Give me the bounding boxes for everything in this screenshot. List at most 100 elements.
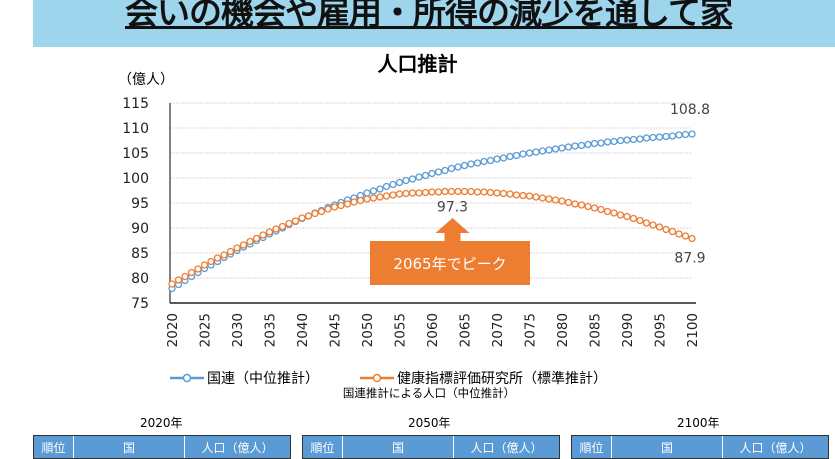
data-point	[428, 169, 436, 178]
header-rank: 順位	[572, 436, 612, 458]
data-point	[473, 188, 482, 196]
data-point	[363, 195, 371, 203]
legend-marker-orange-icon	[360, 373, 394, 383]
chart-title: 人口推計	[377, 52, 458, 76]
data-point	[460, 187, 469, 196]
x-tick-label: 2055	[393, 313, 409, 347]
data-point	[454, 187, 462, 196]
end-label-un: 108.8	[670, 102, 710, 118]
header-country: 国	[612, 436, 723, 458]
data-point	[590, 204, 599, 212]
data-point	[363, 189, 371, 197]
legend-label: 国連（中位推計）	[207, 371, 319, 387]
legend-label: 健康指標評価研究所（標準推計）	[397, 371, 607, 387]
data-point	[389, 180, 397, 189]
data-point	[298, 214, 306, 222]
data-point	[304, 212, 313, 220]
data-point	[564, 198, 573, 207]
data-point	[246, 237, 254, 246]
data-point	[350, 198, 358, 206]
data-point	[434, 188, 443, 196]
data-point	[623, 212, 631, 221]
data-point	[506, 190, 514, 198]
data-point	[519, 191, 527, 200]
x-tick-label: 2040	[295, 313, 311, 347]
x-tick-label: 2090	[620, 313, 636, 347]
x-tick-label: 2045	[328, 313, 344, 347]
data-point	[369, 194, 378, 202]
data-point	[558, 197, 566, 205]
header-rank: 順位	[303, 436, 343, 458]
data-point	[415, 189, 423, 197]
data-point	[499, 154, 508, 162]
data-point	[551, 145, 560, 153]
data-point	[538, 194, 547, 202]
data-point	[415, 173, 423, 181]
data-point	[447, 187, 456, 196]
table-year: 2100年	[677, 416, 720, 430]
data-point	[181, 272, 189, 281]
data-point	[506, 152, 514, 161]
data-point	[636, 216, 644, 225]
data-point	[213, 254, 222, 262]
data-point	[519, 150, 527, 158]
table-year: 2020年	[140, 416, 183, 430]
data-point	[629, 214, 638, 223]
y-tick-label: 80	[131, 271, 149, 287]
header-banner: 会いの機会や雇用・所得の減少を通して家	[33, 0, 835, 47]
data-point	[486, 156, 495, 165]
data-point	[395, 178, 404, 187]
y-tick-label: 90	[131, 221, 149, 237]
data-point	[421, 188, 430, 197]
data-point	[395, 190, 404, 198]
data-point	[441, 166, 449, 175]
table-year: 2050年	[408, 416, 451, 430]
data-point	[402, 189, 410, 198]
x-tick-label: 2060	[425, 313, 441, 347]
data-point	[480, 188, 488, 196]
data-point	[402, 176, 410, 185]
data-point	[551, 196, 560, 204]
x-tick-label: 2100	[685, 313, 701, 347]
data-point	[220, 251, 228, 259]
data-point	[311, 209, 319, 218]
data-point	[525, 149, 534, 157]
data-point	[558, 144, 566, 152]
data-point	[486, 188, 495, 197]
data-point	[226, 247, 235, 256]
data-point	[584, 202, 592, 211]
data-point	[239, 241, 248, 249]
data-point	[382, 192, 391, 200]
data-point	[272, 225, 280, 233]
data-point	[441, 187, 449, 196]
data-point	[343, 200, 352, 208]
data-point	[447, 164, 456, 173]
data-point	[473, 159, 482, 167]
data-point	[369, 187, 378, 195]
data-point	[376, 193, 384, 201]
arrow-up-icon	[435, 218, 470, 241]
data-point	[616, 136, 625, 145]
data-point	[681, 232, 690, 240]
data-point	[655, 223, 664, 231]
data-point	[278, 222, 287, 231]
data-point	[571, 200, 579, 208]
data-point	[610, 209, 618, 217]
data-point	[610, 137, 618, 146]
data-point	[681, 130, 690, 139]
data-point	[291, 217, 300, 225]
data-point	[577, 141, 586, 150]
table-2100-header: 順位 国 人口（億人）	[571, 435, 829, 459]
data-point	[532, 193, 540, 201]
data-point	[675, 230, 683, 238]
data-point	[603, 138, 612, 146]
data-point	[428, 188, 436, 196]
banner-title: 会いの機会や雇用・所得の減少を通して家	[125, 0, 733, 32]
x-tick-label: 2065	[458, 313, 474, 347]
y-tick-label: 75	[131, 296, 149, 312]
x-tick-label: 2020	[165, 313, 181, 347]
data-point	[623, 136, 631, 144]
x-tick-label: 2075	[523, 313, 539, 347]
data-point	[480, 157, 488, 166]
x-tick-label: 2085	[588, 313, 604, 347]
